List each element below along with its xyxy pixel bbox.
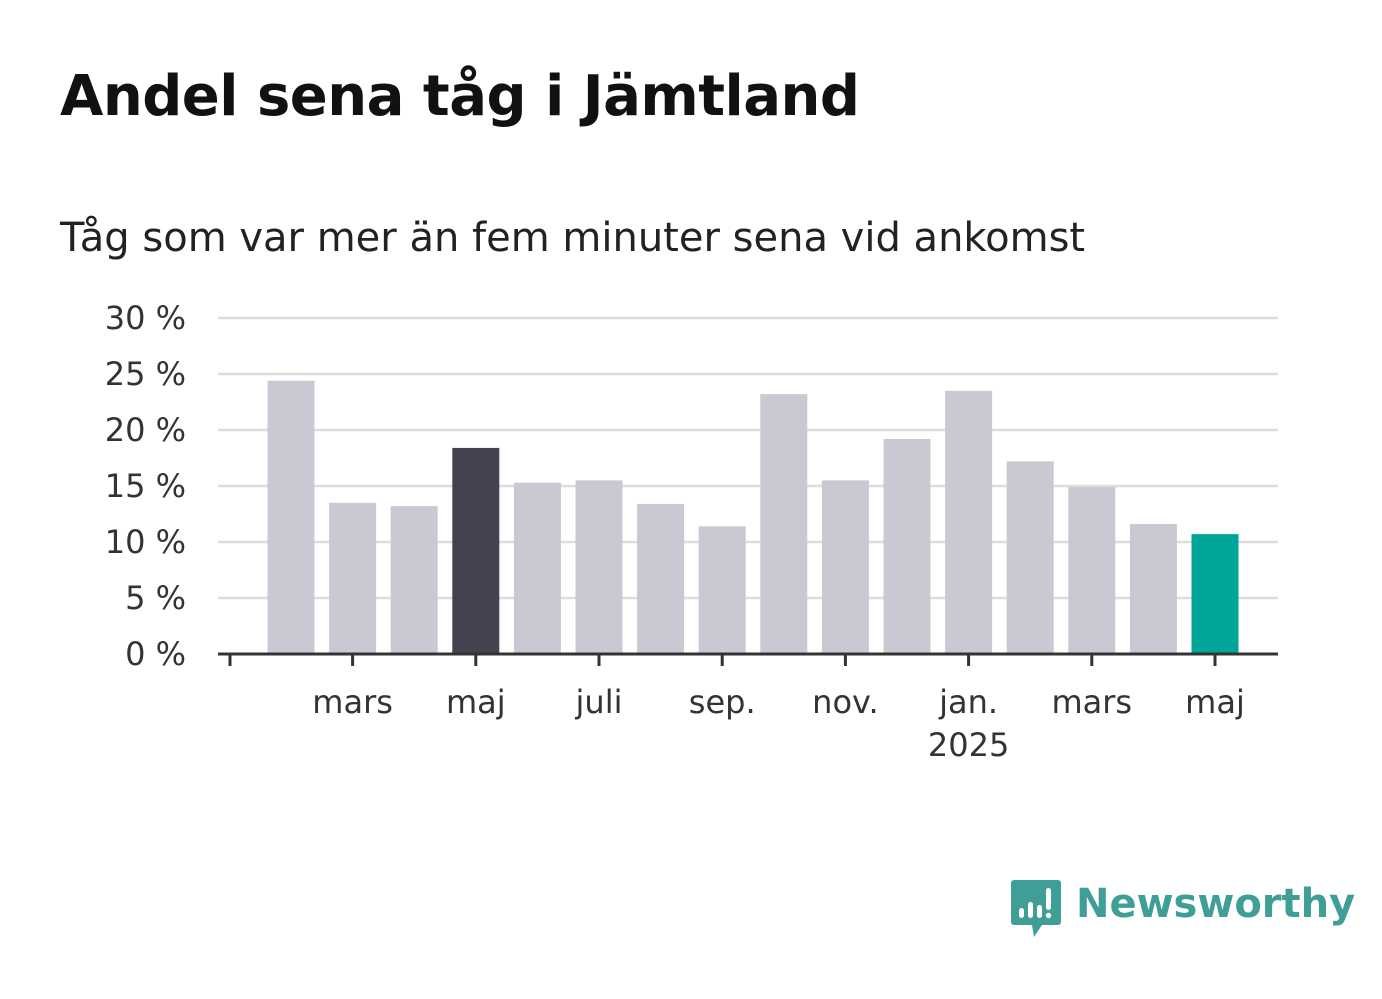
newsworthy-brand: Newsworthy: [1010, 878, 1355, 942]
x-axis: [218, 652, 1278, 666]
x-tick-label: maj: [1185, 683, 1245, 721]
bar-2024-05: [452, 447, 500, 654]
chart-title: Andel sena tåg i Jämtland: [60, 64, 860, 129]
gridlines: [218, 316, 1278, 600]
y-tick-label: 15 %: [105, 467, 186, 505]
y-tick-label: 25 %: [105, 355, 186, 393]
y-axis-labels: 0 % 5 % 10 % 15 % 20 % 25 % 30 %: [105, 299, 186, 673]
x-tick-label: juli: [575, 683, 623, 721]
bar-2025-05: [1191, 534, 1239, 654]
x-tick-label: sep.: [689, 683, 756, 721]
y-tick-label: 5 %: [125, 579, 186, 617]
bar-2025-02: [1006, 461, 1054, 654]
x-tick-label: maj: [446, 683, 506, 721]
y-tick-label: 10 %: [105, 523, 186, 561]
y-tick-label: 20 %: [105, 411, 186, 449]
bar-2024-03: [329, 502, 377, 654]
x-axis-labels: mars maj juli sep. nov. jan. 2025 mars maj: [312, 683, 1245, 764]
bar-2025-01: [945, 390, 993, 654]
bar-2024-04: [390, 506, 438, 654]
x-tick-label: nov.: [812, 683, 878, 721]
x-tick-label: jan.: [938, 683, 998, 721]
bar-2024-06: [513, 482, 561, 654]
bar-2024-11: [821, 480, 869, 654]
bar-2024-10: [760, 394, 808, 654]
bar-2024-12: [883, 438, 931, 654]
x-tick-label: mars: [312, 683, 393, 721]
brand-name: Newsworthy: [1076, 881, 1356, 927]
bars: [267, 380, 1239, 654]
bar-2024-08: [637, 503, 685, 654]
bar-2025-03: [1068, 487, 1116, 654]
chart-subtitle: Tåg som var mer än fem minuter sena vid …: [60, 215, 1086, 261]
y-tick-label: 0 %: [125, 635, 186, 673]
bar-2024-02: [267, 380, 315, 654]
x-tick-year-label: 2025: [928, 726, 1009, 764]
x-tick-label: mars: [1051, 683, 1132, 721]
bar-2024-09: [698, 526, 746, 654]
y-tick-label: 30 %: [105, 299, 186, 337]
speech-bubble-bar-chart-icon: [1010, 878, 1062, 944]
bar-2025-04: [1129, 524, 1177, 654]
bar-2024-07: [575, 480, 623, 654]
